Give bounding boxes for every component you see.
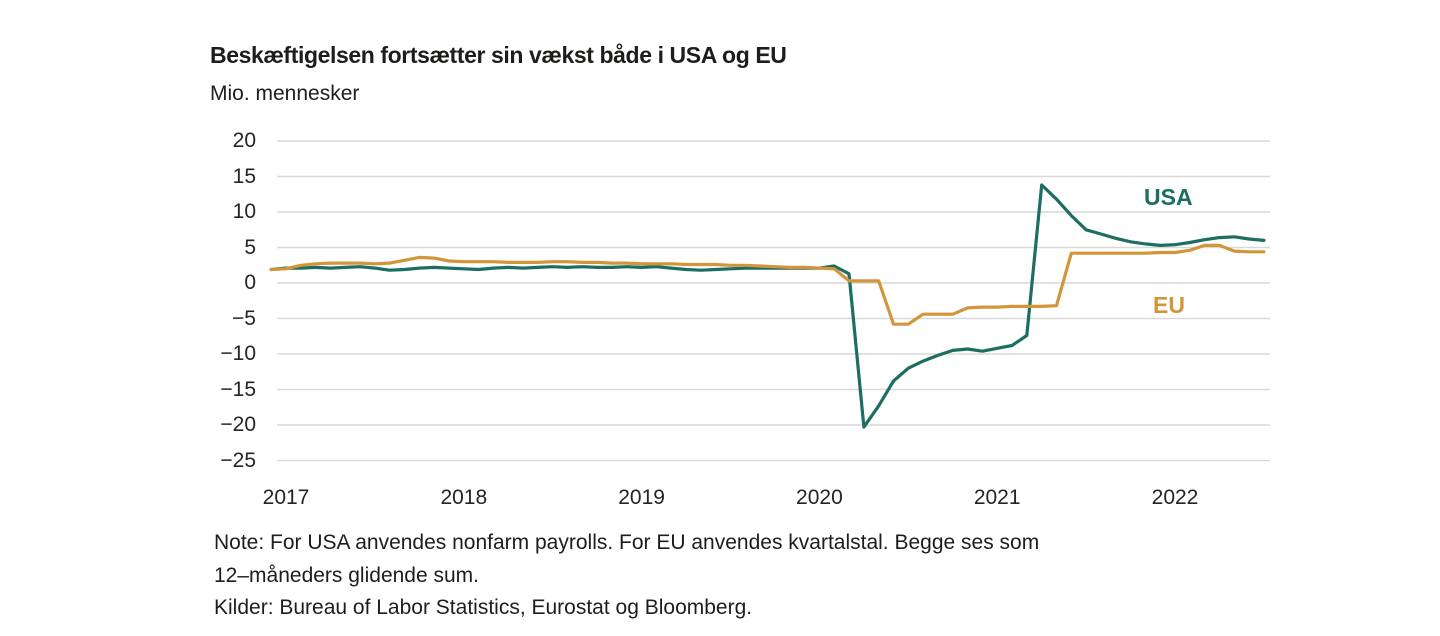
y-tick-label: −15 — [220, 377, 256, 401]
usa-line — [269, 183, 1266, 429]
chart-unit-label: Mio. mennesker — [210, 82, 360, 105]
note-line-2: 12–måneders glidende sum. — [214, 563, 480, 587]
source-line: Kilder: Bureau of Labor Statistics, Euro… — [214, 596, 753, 619]
y-tick-label: −25 — [220, 448, 256, 472]
y-tick-label: 10 — [232, 200, 256, 223]
eu-series-label: EU — [1153, 292, 1185, 318]
x-tick-label: 2020 — [796, 486, 843, 509]
y-tick-label: 5 — [244, 235, 256, 259]
chart-title: Beskæftigelsen fortsætter sin vækst både… — [210, 42, 787, 68]
x-tick-label: 2017 — [262, 486, 310, 509]
note-block: Note: For USA anvendes nonfarm payrolls.… — [214, 527, 1039, 625]
eu-line — [269, 243, 1266, 326]
y-tick-label: −5 — [232, 306, 256, 330]
x-tick-label: 2019 — [618, 486, 665, 509]
y-tick-label: 0 — [244, 271, 256, 294]
x-tick-label: 2022 — [1151, 486, 1199, 509]
x-tick-label: 2018 — [440, 486, 488, 509]
usa-series-label: USA — [1144, 184, 1193, 210]
y-tick-label: 15 — [232, 164, 256, 188]
y-tick-label: −20 — [220, 413, 256, 436]
y-tick-label: 20 — [232, 129, 256, 152]
note-line-1: Note: For USA anvendes nonfarm payrolls.… — [214, 531, 1040, 554]
y-tick-label: −10 — [220, 342, 256, 365]
x-tick-label: 2021 — [973, 486, 1021, 509]
